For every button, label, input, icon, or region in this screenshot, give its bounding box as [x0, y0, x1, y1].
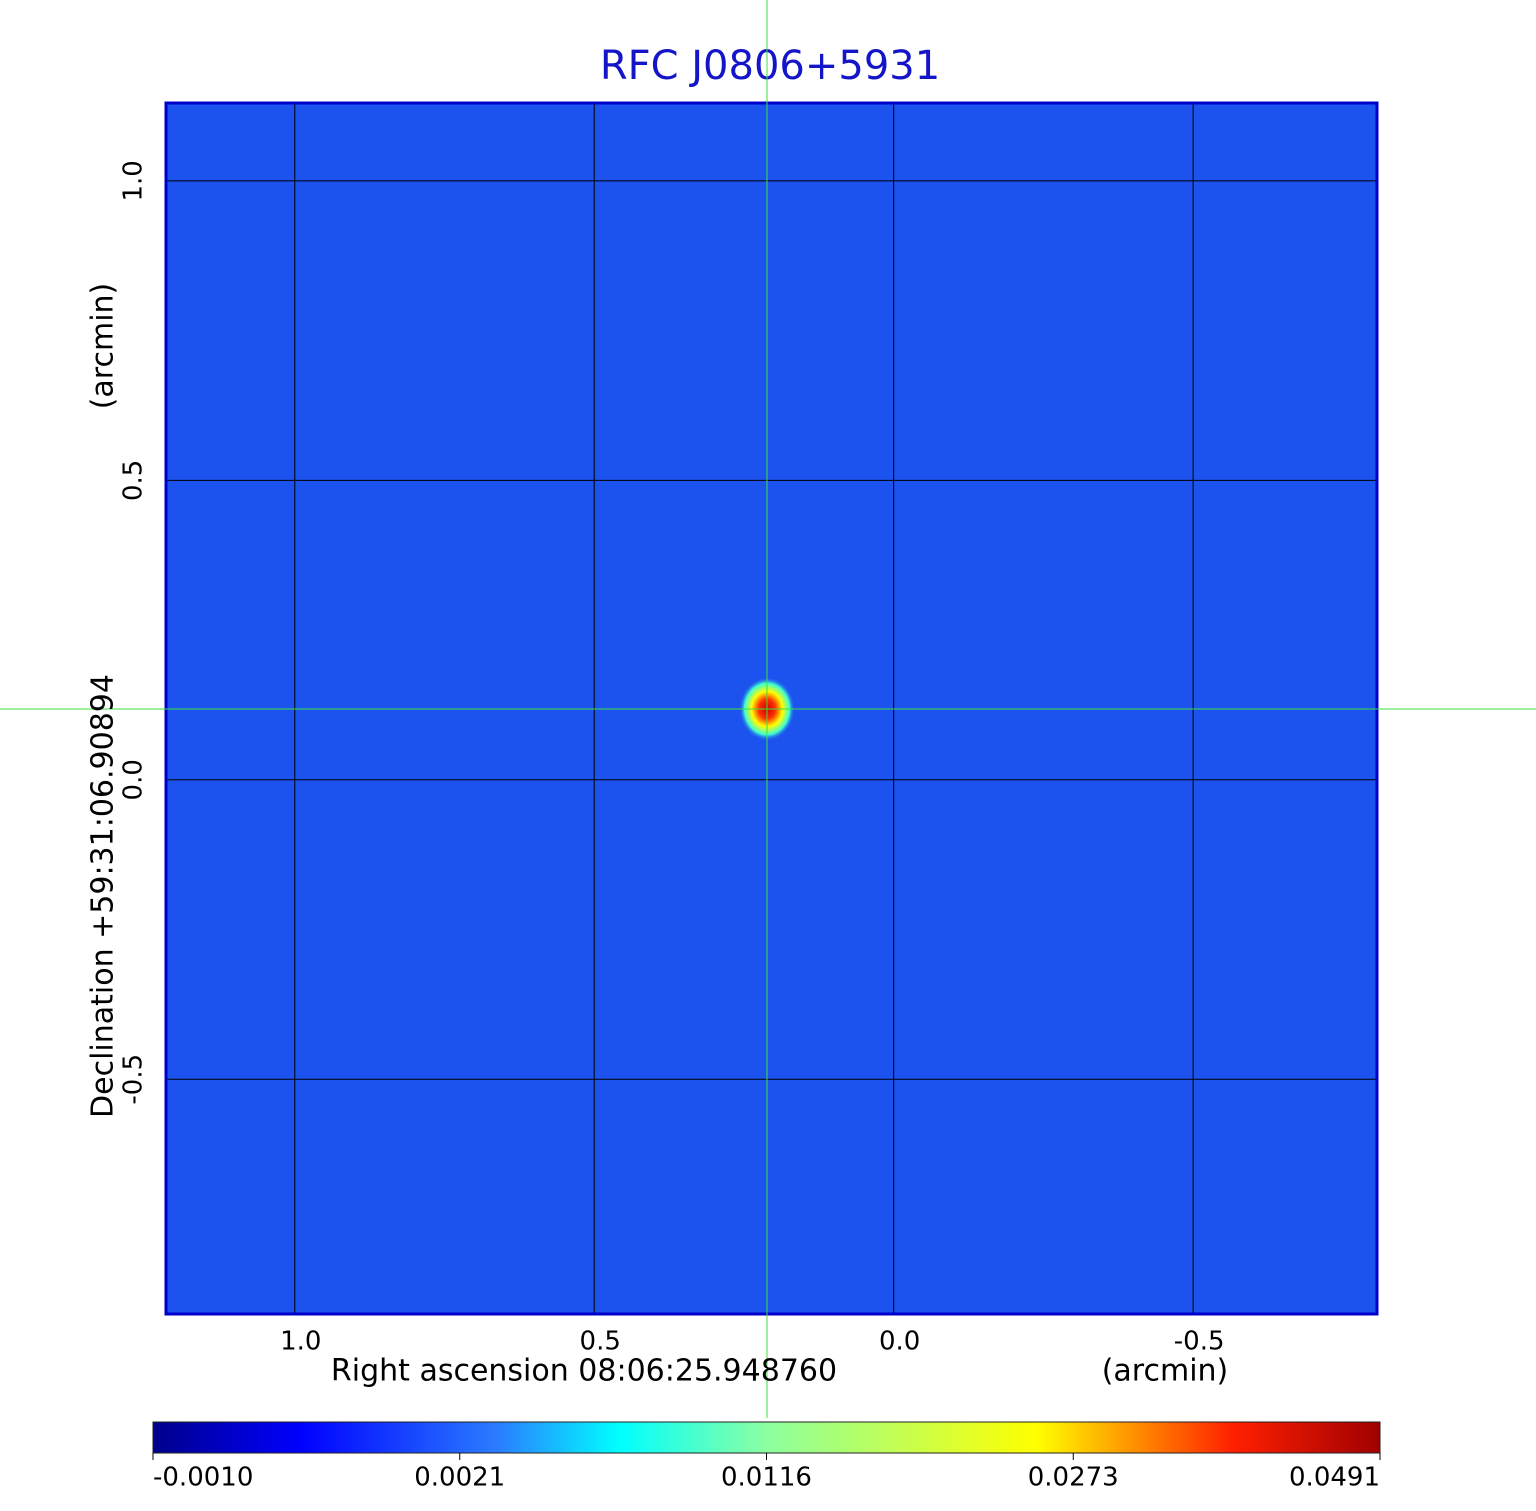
colorbar-tick-label: 0.0491: [1289, 1463, 1380, 1493]
colorbar-tick-label: 0.0021: [414, 1463, 505, 1493]
y-tick-label: 0.0: [119, 759, 149, 800]
x-tick-label: 1.0: [280, 1327, 321, 1357]
colorbar-tick-label: 0.0273: [1028, 1463, 1119, 1493]
y-axis-label: Declination +59:31:06.90894: [86, 674, 121, 1118]
y-tick-label: 0.5: [119, 460, 149, 501]
y-axis-unit: (arcmin): [86, 283, 121, 410]
y-tick-label: -0.5: [119, 1054, 149, 1105]
colorbar-tick-label: 0.0116: [721, 1463, 812, 1493]
x-axis-unit: (arcmin): [1102, 1354, 1229, 1389]
colorbar-tick-label: -0.0010: [153, 1463, 253, 1493]
colorbar: [152, 1421, 1381, 1454]
x-tick-label: 0.0: [879, 1327, 920, 1357]
x-tick-label: 0.5: [580, 1327, 621, 1357]
x-axis-label: Right ascension 08:06:25.948760: [331, 1354, 837, 1389]
y-tick-label: 1.0: [119, 160, 149, 201]
chart-title: RFC J0806+5931: [600, 43, 940, 89]
x-tick-label: -0.5: [1174, 1327, 1225, 1357]
